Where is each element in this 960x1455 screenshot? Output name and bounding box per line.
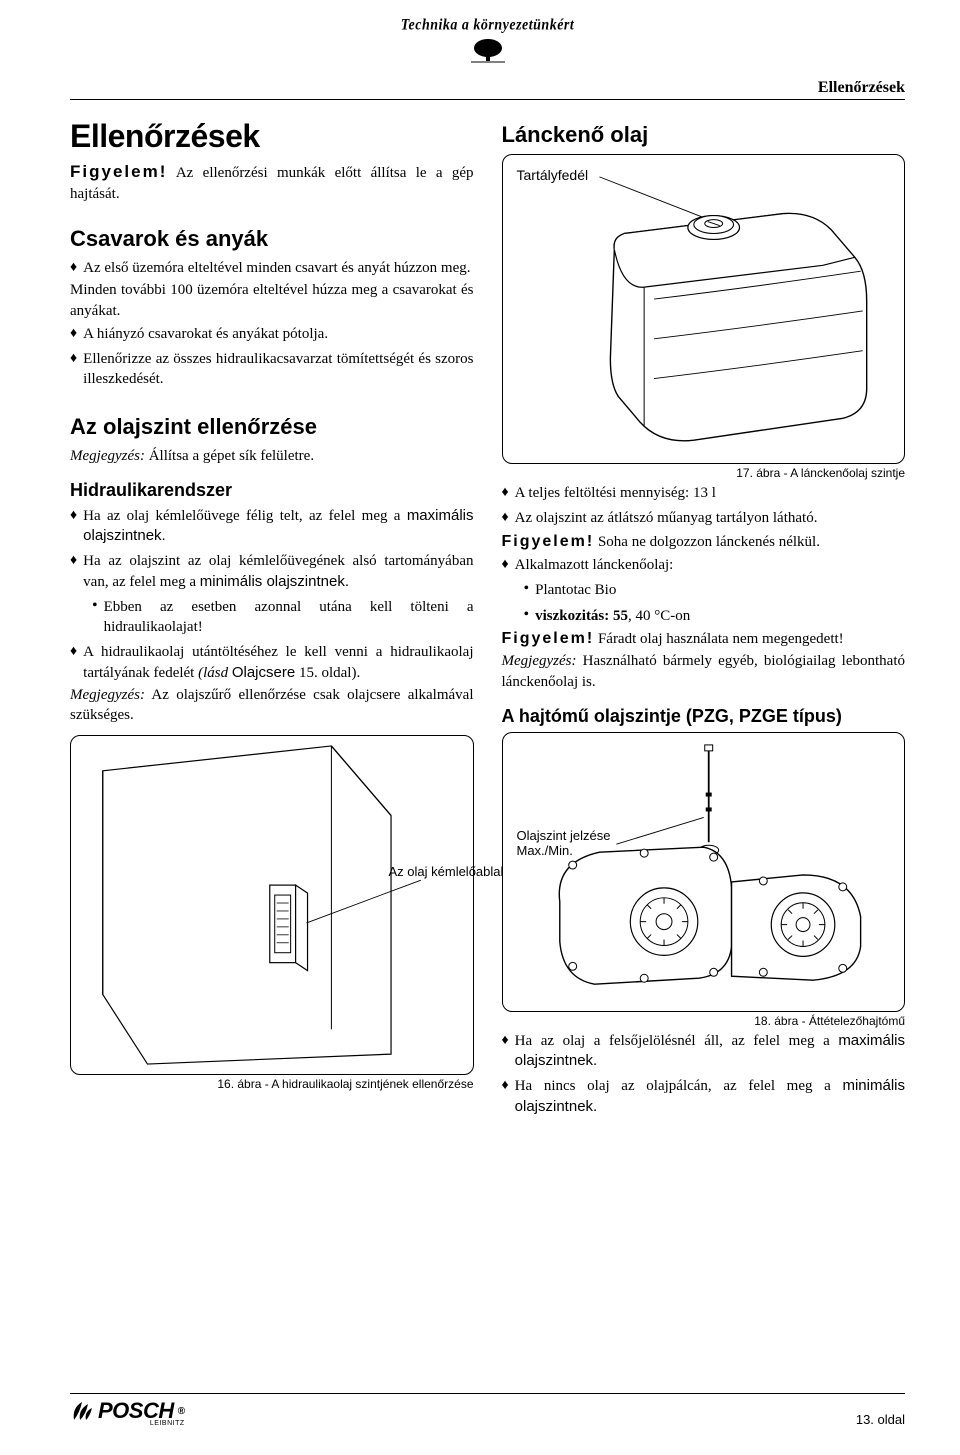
heading-gearbox: A hajtómű olajszintje (PZG, PZGE típus) (502, 706, 906, 727)
heading-chainoil: Lánckenő olaj (502, 122, 906, 148)
chain-warn1: Figyelem! Soha ne dolgozzon lánckenés né… (502, 531, 906, 553)
figure-17-box: Tartályfedél (502, 154, 906, 464)
page-number: 13. oldal (856, 1412, 905, 1427)
chain-oil-tank-illustration (503, 155, 905, 463)
page-title: Ellenőrzések (70, 118, 474, 155)
bolts-paragraph: Minden további 100 üzemóra elteltével hú… (70, 280, 474, 321)
bullet-hyd-3: ♦A hidraulikaolaj utántöltéséhez le kell… (70, 642, 474, 685)
bullet-bolts-3: ♦Ellenőrizze az összes hidraulikacsavarz… (70, 349, 474, 392)
dipstick-label: Olajszint jelzéseMax./Min. (517, 829, 611, 859)
heading-hydraulic: Hidraulikarendszer (70, 480, 474, 501)
figure-18-box: Olajszint jelzéseMax./Min. (502, 732, 906, 1012)
header-tree-icon (70, 36, 905, 71)
header-slogan: Technika a környezetünkért (70, 17, 905, 35)
heading-bolts: Csavarok és anyák (70, 226, 474, 252)
tank-lid-label: Tartályfedél (517, 167, 589, 183)
sub-bullet-hyd-1: •Ebben az esetben azonnal utána kell töl… (92, 597, 474, 640)
brand-block: POSCH® LEIBNITZ (70, 1398, 185, 1427)
page-footer: POSCH® LEIBNITZ 13. oldal (70, 1393, 905, 1427)
bullet-hyd-2: ♦Ha az olajszint az olaj kémlelőüvegének… (70, 551, 474, 594)
warn-label: Figyelem! (70, 162, 167, 181)
hyd-note2: Megjegyzés: Az olajszűrő ellenőrzése csa… (70, 685, 474, 726)
figure-16-caption: 16. ábra - A hidraulikaolaj szintjének e… (70, 1077, 474, 1091)
bullet-hyd-1: ♦Ha az olaj kémlelőüvege félig telt, az … (70, 506, 474, 549)
oil-note: Megjegyzés: Állítsa a gépet sík felületr… (70, 446, 474, 466)
bullet-chain-1: ♦A teljes feltöltési mennyiség: 13 l (502, 483, 906, 505)
figure-16-box: Az olaj kémlelőablaka (70, 735, 474, 1075)
gearbox-illustration (503, 733, 905, 1011)
bullet-bolts-1: ♦Az első üzemóra elteltével minden csava… (70, 258, 474, 280)
bullet-chain-3: ♦Alkalmazott lánckenőolaj: (502, 555, 906, 577)
bullet-chain-2: ♦Az olajszint az átlátszó műanyag tartál… (502, 508, 906, 530)
hydraulic-sight-glass-illustration (71, 736, 473, 1074)
bullet-gear-2: ♦Ha nincs olaj az olajpálcán, az felel m… (502, 1076, 906, 1119)
right-column: Lánckenő olaj Tartályfedél (502, 118, 906, 1119)
bullet-bolts-2: ♦A hiányzó csavarokat és anyákat pótolja… (70, 324, 474, 346)
chain-warn2: Figyelem! Fáradt olaj használata nem meg… (502, 628, 906, 650)
heading-oillevel: Az olajszint ellenőrzése (70, 414, 474, 440)
brand-leaf-icon (70, 1400, 94, 1422)
chain-note: Megjegyzés: Használható bármely egyéb, b… (502, 651, 906, 692)
sub-bullet-chain-2: •viszkozitás: 55, 40 °C-on (524, 606, 906, 628)
sub-bullet-chain-1: •Plantotac Bio (524, 580, 906, 602)
section-header: Ellenőrzések (70, 79, 905, 100)
warning-intro: Figyelem! Az ellenőrzési munkák előtt ál… (70, 161, 474, 204)
left-column: Ellenőrzések Figyelem! Az ellenőrzési mu… (70, 118, 474, 1119)
bullet-gear-1: ♦Ha az olaj a felsőjelölésnél áll, az fe… (502, 1031, 906, 1074)
figure-18-caption: 18. ábra - Áttételezőhajtómű (502, 1014, 906, 1028)
figure-17-caption: 17. ábra - A lánckenőolaj szintje (502, 466, 906, 480)
